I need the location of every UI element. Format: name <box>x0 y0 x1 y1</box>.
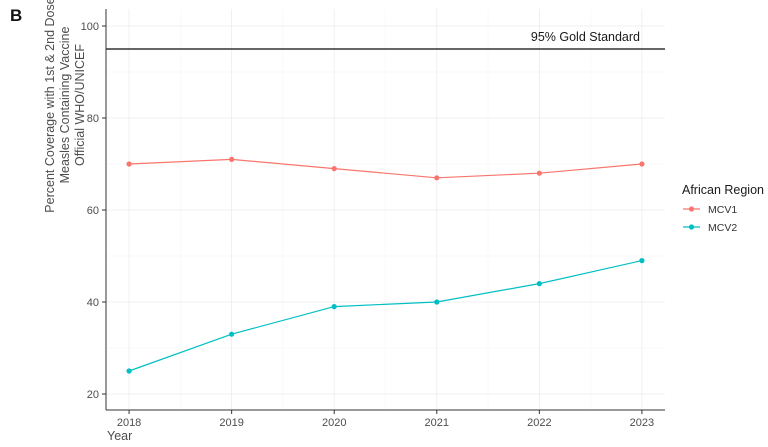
legend-marker <box>688 224 695 230</box>
data-point-mcv1 <box>434 175 440 181</box>
x-tick-label: 2021 <box>425 417 449 429</box>
data-point-mcv2 <box>536 281 542 287</box>
x-axis-ticks: 2018 2019 2020 2021 2022 2023 <box>117 410 654 429</box>
series-line-mcv2 <box>128 260 643 372</box>
x-tick-label: 2019 <box>219 417 243 429</box>
data-point-mcv2 <box>639 258 645 264</box>
x-axis-title: Year <box>107 429 132 443</box>
y-tick-label: 80 <box>87 113 99 125</box>
data-point-mcv1 <box>229 156 235 162</box>
y-tick-label: 40 <box>87 297 99 309</box>
y-axis-ticks: 20 40 60 80 100 <box>81 21 106 401</box>
data-point-mcv1 <box>331 166 337 172</box>
reference-line-label: 95% Gold Standard <box>531 30 640 44</box>
y-axis-title: Percent Coverage with 1st & 2nd Dose Mea… <box>43 0 87 213</box>
y-tick-label: 60 <box>87 205 99 217</box>
reference-line-group: 95% Gold Standard <box>106 30 665 50</box>
series-mcv2 <box>126 258 645 374</box>
y-axis-title-line-3: Official WHO/UNICEF <box>73 44 87 166</box>
series-line-mcv1 <box>129 158 642 179</box>
x-tick-label: 2023 <box>630 417 654 429</box>
data-point-mcv2 <box>434 299 440 305</box>
x-tick-label: 2020 <box>322 417 346 429</box>
legend-item-mcv2: MCV2 <box>683 222 737 234</box>
x-tick-label: 2022 <box>527 417 551 429</box>
data-point-mcv2 <box>331 304 337 310</box>
data-point-mcv2 <box>229 331 235 337</box>
grid <box>106 9 665 410</box>
legend: African Region MCV1 MCV2 <box>682 183 764 234</box>
data-point-mcv1 <box>536 170 542 176</box>
series <box>126 156 645 374</box>
legend-item-mcv1: MCV1 <box>683 204 737 216</box>
x-tick-label: 2018 <box>117 417 141 429</box>
y-tick-label: 100 <box>81 21 99 33</box>
panel-label: B <box>10 6 22 25</box>
legend-title: African Region <box>682 183 764 197</box>
data-point-mcv1 <box>126 161 132 167</box>
data-point-mcv1 <box>639 161 645 167</box>
legend-marker <box>688 206 695 212</box>
data-point-mcv2 <box>126 368 132 374</box>
legend-label: MCV2 <box>708 222 737 234</box>
y-axis-title-line-1: Percent Coverage with 1st & 2nd Dose <box>43 0 57 213</box>
y-axis-title-line-2: Measles Containing Vaccine <box>58 27 72 184</box>
y-tick-label: 20 <box>87 389 99 401</box>
series-mcv1 <box>126 156 645 181</box>
legend-label: MCV1 <box>708 204 737 216</box>
